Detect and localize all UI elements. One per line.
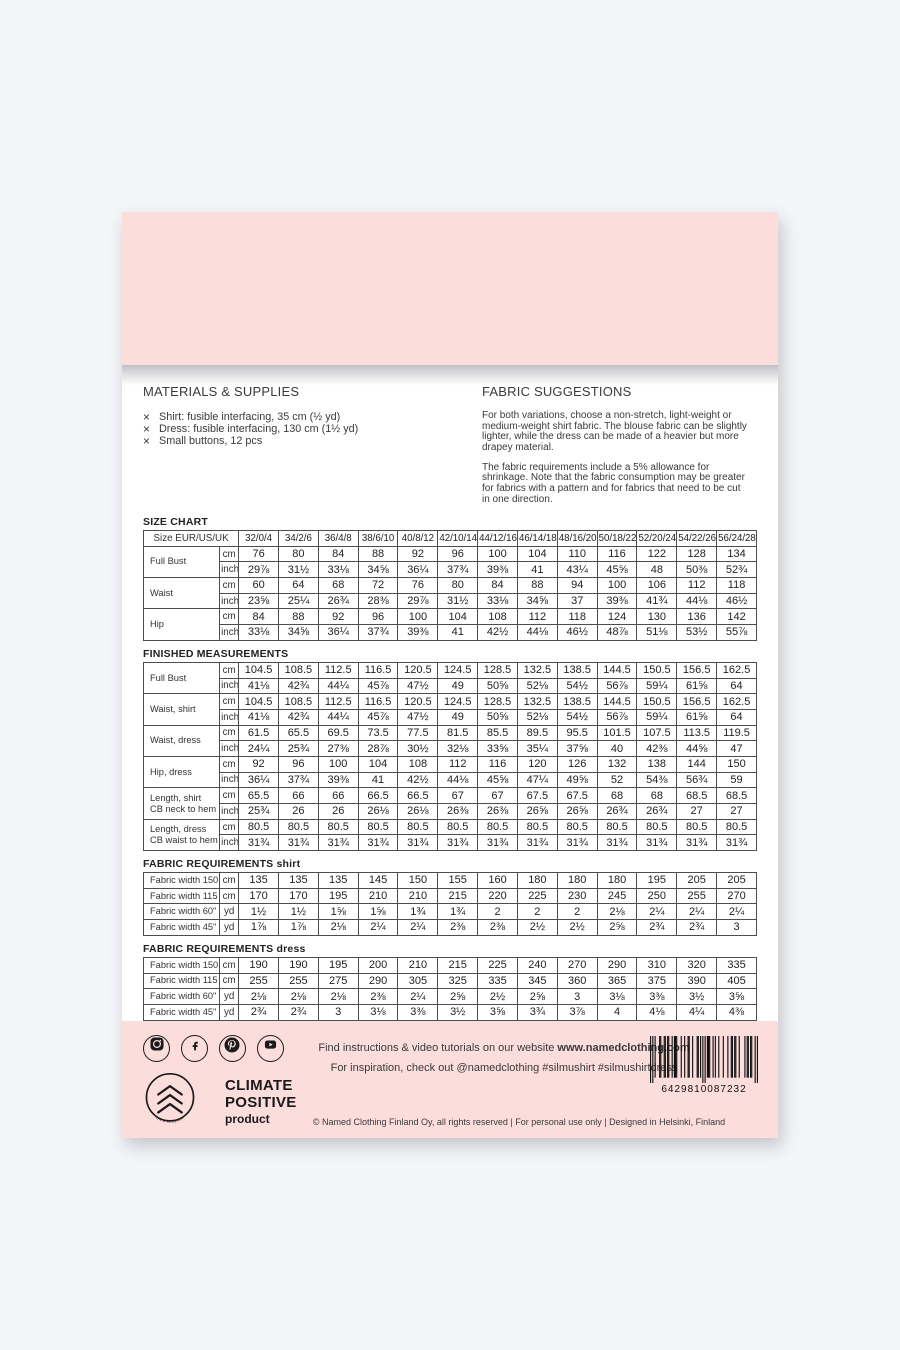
svg-text:ON A MISSION: ON A MISSION xyxy=(155,1116,184,1124)
